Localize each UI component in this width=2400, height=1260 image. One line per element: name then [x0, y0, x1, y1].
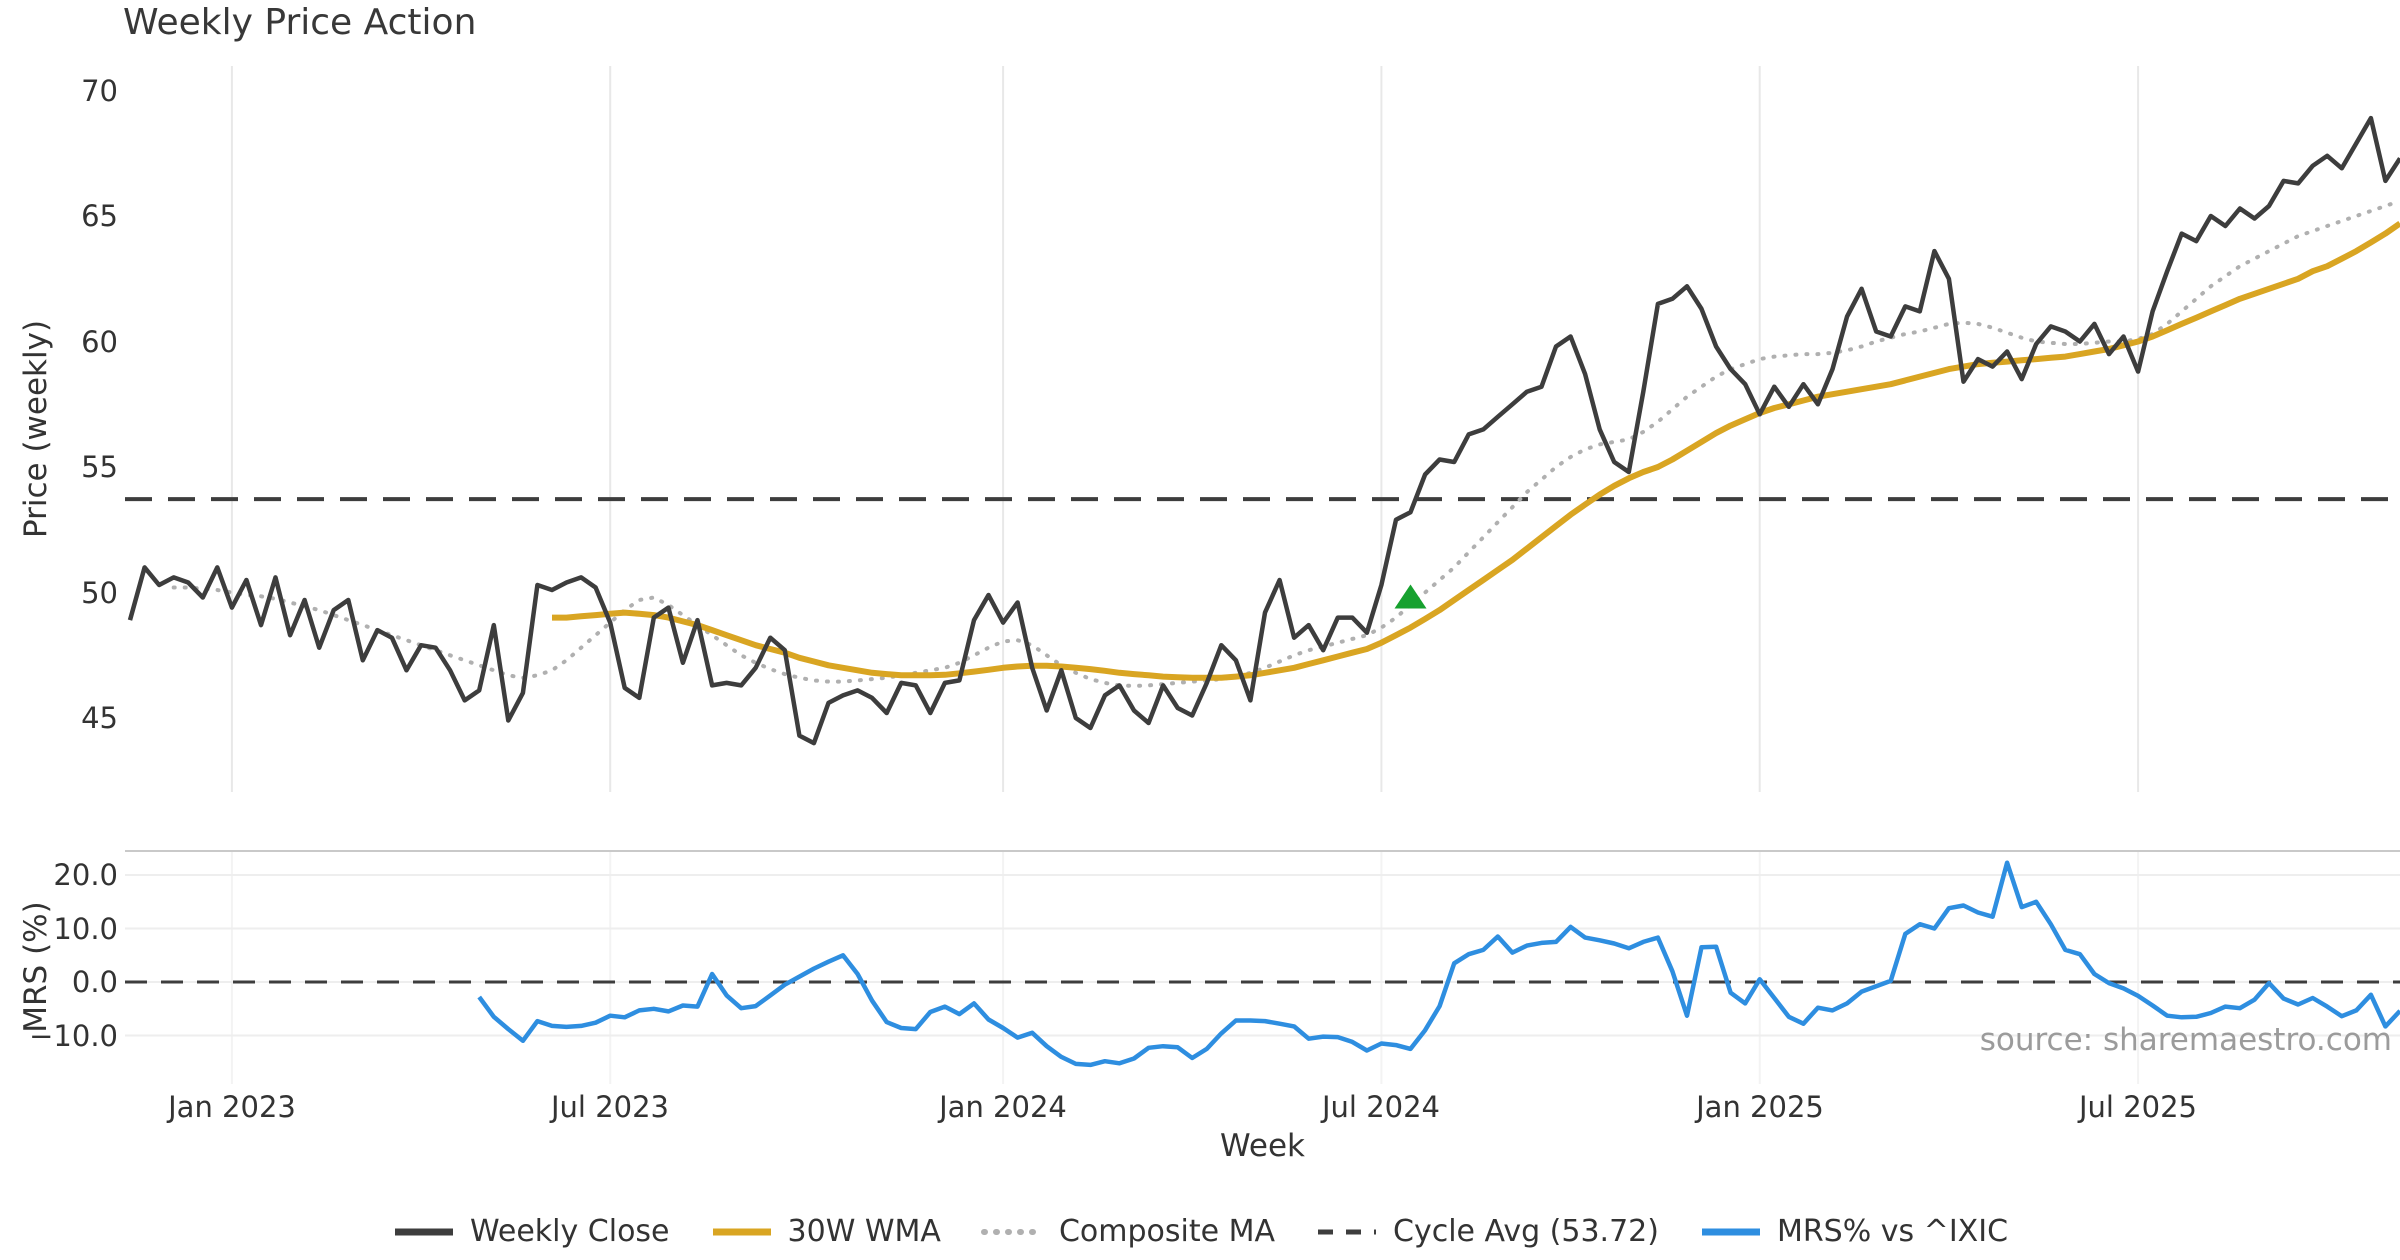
- chart-legend: Weekly Close 30W WMA Composite MA Cycle Avg…: [0, 1214, 2400, 1249]
- source-note: source: sharemaestro.com: [1979, 1022, 2392, 1058]
- legend-item: 30W WMA: [710, 1214, 941, 1249]
- solid-line-swatch-icon: [712, 1228, 771, 1235]
- legend-item: Weekly Close: [392, 1214, 670, 1249]
- x-tick-label: Jul 2025: [2078, 1090, 2197, 1124]
- legend-label: Composite MA: [1058, 1214, 1276, 1249]
- dotted-line-swatch-icon: [980, 1228, 1045, 1235]
- price-ytick-label: 55: [81, 450, 118, 484]
- x-tick-label: Jan 2025: [1696, 1090, 1824, 1124]
- composite-ma-line: [171, 198, 2400, 688]
- mrs-ytick-label: 10.0: [53, 912, 118, 946]
- x-axis-label: Week: [1220, 1128, 1305, 1164]
- mrs-ytick-label: 0.0: [71, 965, 118, 999]
- page-title: Weekly Price Action: [123, 2, 477, 43]
- mrs-line: [477, 860, 2400, 1068]
- price-ytick-label: 65: [81, 199, 118, 233]
- mrs-ytick-label: 20.0: [53, 858, 118, 892]
- x-tick-label: Jan 2023: [168, 1090, 296, 1124]
- weekly-close-line: [127, 115, 2400, 746]
- legend-label: MRS% vs ^IXIC: [1776, 1214, 2009, 1249]
- x-tick-label: Jul 2023: [550, 1090, 669, 1124]
- solid-line-swatch-icon: [394, 1228, 453, 1235]
- price-ytick-label: 45: [81, 701, 118, 735]
- buy-signal-triangle-icon: [1394, 584, 1427, 609]
- price-ytick-label: 50: [81, 576, 118, 610]
- legend-label: 30W WMA: [787, 1214, 941, 1249]
- solid-line-swatch-icon: [1701, 1228, 1760, 1235]
- legend-item: Composite MA: [980, 1214, 1276, 1249]
- x-tick-label: Jan 2024: [939, 1090, 1067, 1124]
- legend-item: MRS% vs ^IXIC: [1699, 1214, 2008, 1249]
- x-axis-label-wrap: Week: [125, 1128, 2400, 1164]
- price-ytick-label: 70: [81, 74, 118, 108]
- legend-label: Cycle Avg (53.72): [1393, 1214, 1659, 1249]
- x-tick-label: Jul 2024: [1321, 1090, 1440, 1124]
- dashed-line-swatch-icon: [1318, 1229, 1377, 1234]
- wma-line: [552, 221, 2400, 681]
- legend-item: Cycle Avg (53.72): [1315, 1214, 1659, 1249]
- mrs-ytick-label: −10.0: [29, 1019, 118, 1053]
- legend-label: Weekly Close: [469, 1214, 670, 1249]
- price-ytick-label: 60: [81, 325, 118, 359]
